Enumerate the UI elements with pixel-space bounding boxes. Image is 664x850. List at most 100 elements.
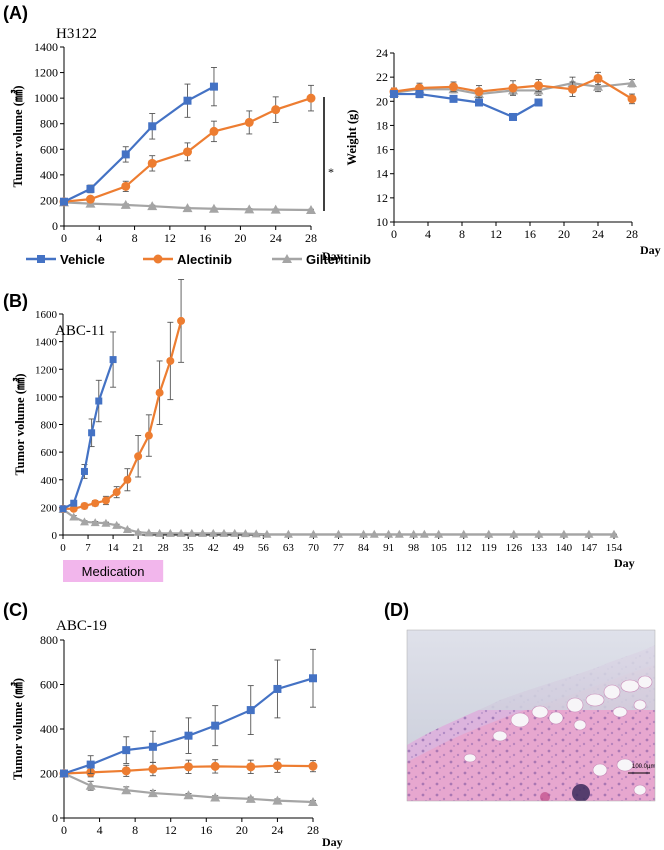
data-point bbox=[147, 158, 157, 168]
data-point bbox=[177, 316, 186, 325]
y-tick-label: 600 bbox=[41, 447, 58, 459]
legend-label: Vehicle bbox=[60, 252, 105, 267]
y-tick-label: 400 bbox=[40, 722, 58, 736]
series-gilteritinib bbox=[58, 504, 619, 538]
data-point bbox=[308, 796, 318, 806]
x-tick-label: 16 bbox=[200, 823, 212, 837]
x-tick-label: 42 bbox=[208, 542, 219, 554]
data-point bbox=[384, 529, 394, 538]
legend-label: Alectinib bbox=[177, 252, 232, 267]
data-point bbox=[271, 105, 281, 115]
legend-marker bbox=[37, 255, 45, 263]
x-tick-label: 84 bbox=[358, 542, 370, 554]
y-tick-label: 1000 bbox=[34, 91, 58, 105]
data-point bbox=[95, 397, 103, 405]
y-tick-label: 1200 bbox=[35, 364, 58, 376]
x-tick-label: 119 bbox=[481, 542, 498, 554]
data-point bbox=[306, 205, 316, 215]
x-tick-label: 8 bbox=[132, 231, 138, 245]
chart-title: H3122 bbox=[56, 26, 97, 42]
data-point bbox=[101, 518, 111, 527]
data-point bbox=[475, 98, 483, 107]
x-tick-label: 0 bbox=[60, 542, 66, 554]
data-point bbox=[184, 762, 193, 772]
medication-label: Medication bbox=[82, 564, 145, 579]
legend-marker bbox=[153, 254, 163, 264]
y-tick-label: 400 bbox=[40, 168, 58, 182]
data-point bbox=[122, 746, 131, 755]
y-tick-label: 200 bbox=[41, 502, 58, 514]
data-point bbox=[627, 78, 637, 88]
x-tick-label: 154 bbox=[606, 542, 623, 554]
data-point bbox=[155, 388, 164, 397]
data-point bbox=[534, 529, 544, 538]
y-tick-label: 14 bbox=[376, 167, 388, 181]
series-vehicle bbox=[60, 67, 218, 206]
legend-item-vehicle: Vehicle bbox=[26, 252, 105, 267]
series-vehicle bbox=[60, 648, 317, 778]
data-point bbox=[627, 94, 637, 104]
x-tick-label: 16 bbox=[524, 227, 536, 241]
legend: Vehicle Alectinib Gilteritinib bbox=[26, 252, 371, 267]
data-point bbox=[147, 201, 158, 211]
y-tick-label: 0 bbox=[52, 530, 58, 542]
y-tick-label: 18 bbox=[376, 118, 388, 132]
data-point bbox=[133, 527, 143, 536]
data-point bbox=[593, 81, 603, 91]
data-point bbox=[121, 181, 131, 191]
data-point bbox=[79, 517, 89, 526]
data-point bbox=[59, 505, 67, 513]
he-stain-tissue-image: 100.0μm bbox=[407, 630, 655, 801]
x-tick-label: 16 bbox=[199, 231, 211, 245]
data-point bbox=[70, 499, 78, 507]
y-tick-label: 1200 bbox=[34, 66, 58, 80]
x-tick-label: 56 bbox=[258, 542, 270, 554]
data-point bbox=[176, 528, 186, 537]
data-point bbox=[359, 529, 369, 538]
data-point bbox=[148, 764, 158, 774]
y-tick-label: 22 bbox=[376, 70, 388, 84]
data-point bbox=[369, 529, 379, 538]
x-tick-label: 0 bbox=[61, 823, 67, 837]
x-tick-label: 49 bbox=[233, 542, 245, 554]
x-tick-label: 147 bbox=[581, 542, 598, 554]
data-point bbox=[91, 499, 100, 508]
y-axis-label: Tumor volume (㎣) bbox=[10, 85, 25, 187]
data-point bbox=[474, 87, 484, 97]
data-point bbox=[210, 761, 220, 771]
data-point bbox=[609, 529, 619, 538]
data-point bbox=[584, 529, 594, 538]
series-alectinib bbox=[59, 758, 318, 778]
data-point bbox=[270, 204, 281, 214]
x-axis-label: Day bbox=[640, 243, 661, 257]
data-point bbox=[184, 731, 193, 740]
data-point bbox=[509, 112, 517, 121]
y-axis-label: Tumor volume (㎣) bbox=[12, 373, 27, 475]
data-point bbox=[409, 529, 419, 538]
data-point bbox=[244, 204, 255, 214]
data-point bbox=[183, 147, 192, 157]
x-tick-label: 8 bbox=[132, 823, 138, 837]
x-tick-label: 12 bbox=[165, 823, 177, 837]
data-point bbox=[60, 769, 68, 778]
x-tick-label: 7 bbox=[85, 542, 91, 554]
series-gilteritinib bbox=[59, 768, 318, 806]
data-point bbox=[134, 452, 143, 461]
x-tick-label: 98 bbox=[408, 542, 420, 554]
data-point bbox=[308, 761, 318, 771]
data-point bbox=[246, 706, 255, 715]
data-point bbox=[449, 94, 458, 103]
data-point bbox=[273, 684, 282, 693]
data-point bbox=[283, 529, 293, 538]
x-tick-label: 133 bbox=[531, 542, 548, 554]
data-point bbox=[144, 431, 153, 440]
y-tick-label: 600 bbox=[40, 678, 58, 692]
x-tick-label: 70 bbox=[308, 542, 320, 554]
y-tick-label: 20 bbox=[376, 94, 388, 108]
panel-label-c: (C) bbox=[3, 600, 28, 620]
chart-abc11-tumor-volume: 0 200 400 600 800 1000 1200 1400 1600 0 7 14 21 28 35 4… bbox=[12, 279, 635, 570]
chart-abc19-tumor-volume: 0 200 400 600 800 0 4 8 12 16 20 24 28 ABC-19 Tumor vo… bbox=[10, 618, 343, 849]
x-axis-label: Day bbox=[614, 556, 635, 570]
data-point bbox=[509, 529, 519, 538]
data-point bbox=[101, 496, 110, 505]
